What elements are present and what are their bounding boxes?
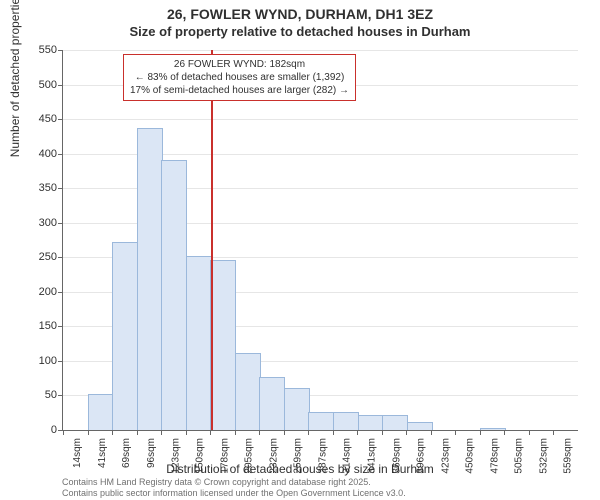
annotation-box: 26 FOWLER WYND: 182sqm← 83% of detached … [123, 54, 356, 101]
histogram-bar [112, 242, 138, 430]
xtick-mark [186, 430, 187, 435]
xtick-mark [480, 430, 481, 435]
ytick-label: 200 [27, 286, 57, 298]
histogram-bar [333, 412, 359, 430]
xtick-mark [88, 430, 89, 435]
ytick-label: 400 [27, 148, 57, 160]
xtick-mark [63, 430, 64, 435]
histogram-bar [407, 422, 433, 430]
ytick-label: 100 [27, 355, 57, 367]
footer-line2: Contains public sector information licen… [62, 488, 406, 498]
xtick-mark [235, 430, 236, 435]
ytick-label: 250 [27, 251, 57, 263]
ytick-label: 500 [27, 79, 57, 91]
ytick-mark [58, 395, 63, 396]
ytick-mark [58, 50, 63, 51]
property-marker-line [211, 50, 213, 430]
ytick-label: 300 [27, 217, 57, 229]
xtick-mark [284, 430, 285, 435]
chart-container: 26, FOWLER WYND, DURHAM, DH1 3EZ Size of… [0, 0, 600, 500]
gridline [63, 119, 578, 120]
ytick-mark [58, 188, 63, 189]
ytick-mark [58, 326, 63, 327]
ytick-label: 0 [27, 424, 57, 436]
xtick-mark [137, 430, 138, 435]
xtick-mark [553, 430, 554, 435]
histogram-bar [88, 394, 114, 430]
xtick-mark [504, 430, 505, 435]
ytick-mark [58, 257, 63, 258]
x-axis-label: Distribution of detached houses by size … [0, 462, 600, 476]
xtick-mark [112, 430, 113, 435]
xtick-mark [333, 430, 334, 435]
xtick-mark [455, 430, 456, 435]
ytick-mark [58, 292, 63, 293]
ytick-mark [58, 85, 63, 86]
histogram-bar [186, 256, 212, 430]
annotation-line: 17% of semi-detached houses are larger (… [130, 84, 349, 97]
histogram-bar [480, 428, 506, 430]
ytick-mark [58, 119, 63, 120]
ytick-label: 150 [27, 320, 57, 332]
histogram-bar [210, 260, 236, 430]
annotation-line: ← 83% of detached houses are smaller (1,… [130, 71, 349, 84]
ytick-label: 450 [27, 113, 57, 125]
histogram-bar [284, 388, 310, 430]
chart-title-sub: Size of property relative to detached ho… [0, 22, 600, 39]
footer-line1: Contains HM Land Registry data © Crown c… [62, 477, 406, 487]
xtick-mark [259, 430, 260, 435]
ytick-label: 50 [27, 389, 57, 401]
xtick-mark [382, 430, 383, 435]
xtick-mark [357, 430, 358, 435]
ytick-mark [58, 154, 63, 155]
histogram-bar [161, 160, 187, 430]
histogram-bar [382, 415, 408, 430]
xtick-mark [308, 430, 309, 435]
histogram-bar [235, 353, 261, 430]
histogram-bar [358, 415, 384, 430]
histogram-bar [137, 128, 163, 430]
ytick-mark [58, 361, 63, 362]
xtick-mark [406, 430, 407, 435]
xtick-mark [210, 430, 211, 435]
annotation-line: 26 FOWLER WYND: 182sqm [130, 58, 349, 71]
ytick-label: 350 [27, 182, 57, 194]
histogram-bar [308, 412, 334, 430]
ytick-mark [58, 223, 63, 224]
xtick-mark [161, 430, 162, 435]
xtick-mark [431, 430, 432, 435]
plot-area: 14sqm41sqm69sqm96sqm123sqm150sqm178sqm20… [62, 50, 578, 431]
gridline [63, 50, 578, 51]
chart-title-main: 26, FOWLER WYND, DURHAM, DH1 3EZ [0, 0, 600, 22]
histogram-bar [259, 377, 285, 430]
ytick-label: 550 [27, 44, 57, 56]
y-axis-label: Number of detached properties [8, 0, 22, 157]
xtick-mark [529, 430, 530, 435]
chart-footer: Contains HM Land Registry data © Crown c… [62, 477, 406, 498]
